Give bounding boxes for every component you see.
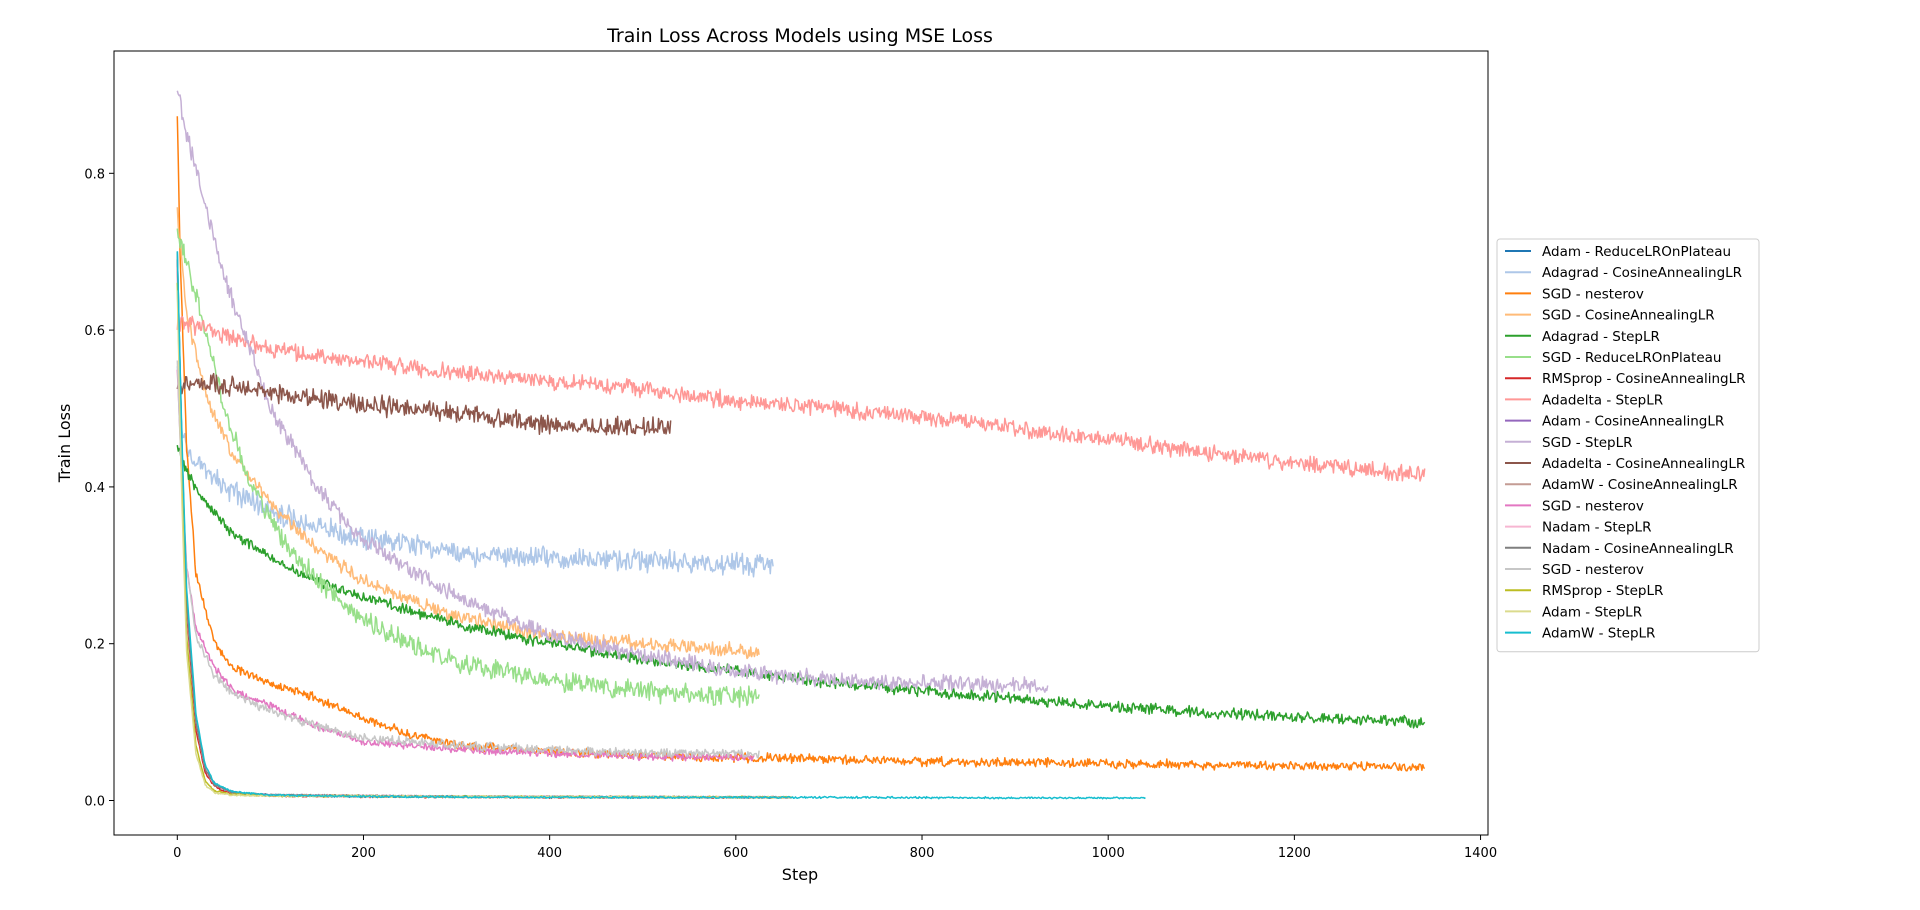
series-line-10: [176, 372, 672, 436]
legend-label: SGD - nesterov: [1542, 498, 1644, 514]
series-line-18: [176, 251, 1146, 800]
legend-label: Adam - StepLR: [1542, 604, 1642, 620]
y-tick-label: 0.2: [84, 638, 105, 653]
legend: Adam - ReduceLROnPlateau Adagrad - Cosine…: [1496, 238, 1760, 653]
y-axis-label: Train Loss: [55, 404, 74, 484]
series-line-7: [176, 314, 1426, 482]
chart-title: Train Loss Across Models using MSE Loss: [606, 25, 993, 47]
series-line-4: [176, 444, 1426, 729]
series-line-1: [176, 366, 774, 578]
series-line-9: [176, 90, 1049, 694]
plot-frame: [113, 50, 1489, 836]
legend-label: SGD - CosineAnnealingLR: [1542, 308, 1715, 324]
legend-label: Adadelta - StepLR: [1542, 392, 1663, 408]
y-tick-label: 0.6: [84, 324, 105, 339]
x-axis-label: Step: [782, 865, 818, 884]
x-tick-label: 200: [351, 846, 376, 861]
legend-label: AdamW - CosineAnnealingLR: [1542, 477, 1738, 493]
legend-label: RMSprop - StepLR: [1542, 583, 1663, 599]
x-tick-label: 1000: [1092, 846, 1125, 861]
x-tick-label: 1400: [1464, 846, 1497, 861]
y-tick-label: 0.8: [84, 167, 105, 182]
y-tick-label: 0.4: [84, 481, 105, 496]
y-tick-label: 0.0: [84, 795, 105, 810]
x-tick-label: 1200: [1278, 846, 1311, 861]
legend-label: Adam - ReduceLROnPlateau: [1542, 244, 1731, 260]
axes: 0 200 400 600 800 1000 1200 1400 0.0 0.2 0.4 0.6 0.8: [84, 50, 1497, 861]
series-line-5: [176, 228, 760, 708]
legend-label: Adagrad - StepLR: [1542, 329, 1660, 345]
legend-label: RMSprop - CosineAnnealingLR: [1542, 371, 1746, 387]
x-tick-label: 600: [723, 846, 748, 861]
x-tick-label: 800: [910, 846, 935, 861]
series-line-3: [176, 207, 760, 660]
legend-label: Adam - CosineAnnealingLR: [1542, 414, 1724, 430]
legend-label: SGD - nesterov: [1542, 562, 1644, 578]
legend-label: Nadam - StepLR: [1542, 520, 1651, 536]
x-tick-label: 0: [173, 846, 181, 861]
x-tick-label: 400: [537, 846, 562, 861]
legend-box: [1496, 238, 1760, 653]
legend-label: Nadam - CosineAnnealingLR: [1542, 541, 1734, 557]
legend-label: Adagrad - CosineAnnealingLR: [1542, 265, 1742, 281]
series-line-15: [176, 360, 760, 759]
legend-label: SGD - nesterov: [1542, 286, 1644, 302]
legend-label: SGD - StepLR: [1542, 435, 1633, 451]
legend-label: Adadelta - CosineAnnealingLR: [1542, 456, 1745, 472]
series-lines: [176, 90, 1426, 800]
legend-label: AdamW - StepLR: [1542, 626, 1655, 642]
legend-label: SGD - ReduceLROnPlateau: [1542, 350, 1722, 366]
series-line-2: [176, 116, 1426, 772]
